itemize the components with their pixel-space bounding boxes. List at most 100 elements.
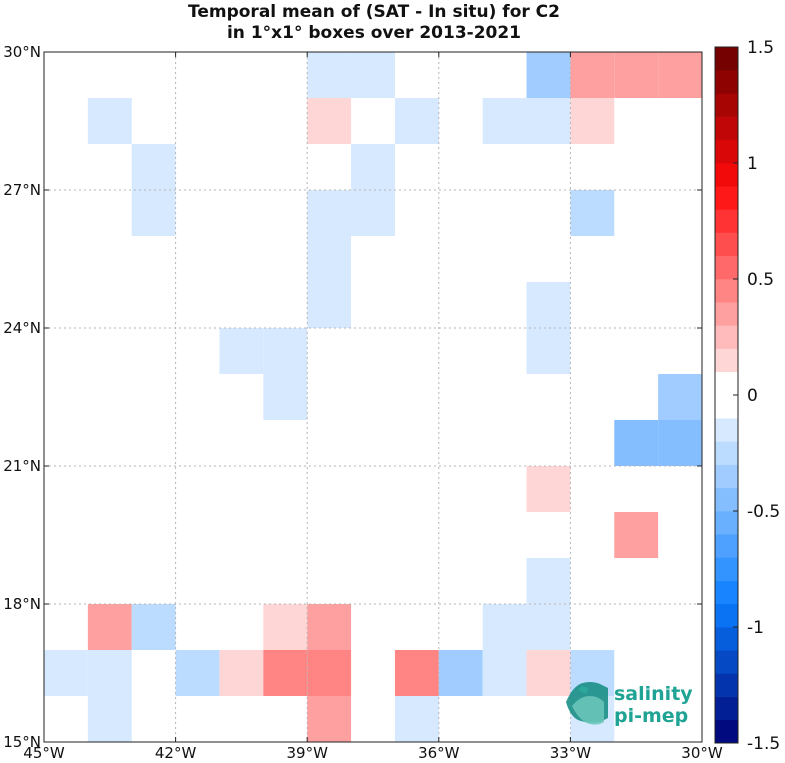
- colorbar-tick-label: 1: [747, 154, 758, 174]
- heatmap-cell: [219, 328, 264, 374]
- colorbar-band: [715, 302, 738, 326]
- y-tick-label: 30°N: [3, 43, 41, 61]
- colorbar-band: [715, 371, 738, 396]
- colorbar-tick-label: -0.5: [747, 502, 780, 522]
- colorbar-band: [715, 232, 738, 257]
- colorbar-band: [715, 673, 738, 697]
- heatmap-cell: [394, 650, 439, 696]
- heatmap-cell: [658, 52, 702, 98]
- colorbar-band: [715, 116, 738, 141]
- heatmap-cell: [438, 650, 483, 696]
- colorbar-band: [715, 534, 738, 558]
- heatmap-cell: [351, 190, 395, 236]
- x-tick-label: 42°W: [155, 744, 197, 762]
- x-tick-label: 45°W: [23, 744, 65, 762]
- heatmap-cell: [526, 282, 571, 328]
- colorbar-band: [715, 557, 738, 581]
- heatmap-cell: [131, 190, 176, 236]
- colorbar-band: [715, 47, 738, 71]
- colorbar-band: [715, 441, 738, 465]
- colorbar-bands: [715, 47, 738, 744]
- colorbar-tick-label: 0: [747, 386, 758, 406]
- colorbar-band: [715, 139, 738, 164]
- x-axis: 45°W 42°W 39°W 36°W 33°W 30°W: [23, 52, 723, 762]
- colorbar-band: [715, 511, 738, 535]
- salinity-pi-mep-logo: salinity pi-mep: [566, 682, 693, 727]
- x-tick-label: 36°W: [418, 744, 460, 762]
- colorbar-band: [715, 163, 738, 187]
- heatmap-cell: [482, 98, 527, 144]
- colorbar-band: [715, 325, 738, 349]
- colorbar-tick-label: 0.5: [747, 270, 774, 290]
- logo-text-salinity: salinity: [614, 683, 693, 705]
- wave-icon: [566, 682, 608, 725]
- heatmap-cell: [526, 604, 571, 650]
- heatmap-cell: [658, 420, 702, 466]
- heatmap-cell: [570, 98, 615, 144]
- colorbar-band: [715, 418, 738, 442]
- chart-title: Temporal mean of (SAT - In situ) for C2: [188, 2, 560, 22]
- heatmap-cell: [482, 650, 527, 696]
- heatmap-cell: [219, 650, 264, 696]
- colorbar-band: [715, 464, 738, 489]
- colorbar-band: [715, 627, 738, 651]
- colorbar-tick-label: -1: [747, 618, 764, 638]
- heatmap-cell: [351, 52, 395, 98]
- x-tick-label: 39°W: [286, 744, 328, 762]
- heatmap-cell: [307, 696, 352, 742]
- chart-subtitle: in 1°x1° boxes over 2013-2021: [227, 23, 521, 43]
- y-tick-label: 24°N: [3, 319, 41, 337]
- heatmap-cell: [394, 696, 439, 742]
- colorbar-band: [715, 603, 738, 628]
- heatmap-cell: [526, 52, 571, 98]
- heatmap-cell: [482, 604, 527, 650]
- heatmap-cell: [658, 374, 702, 420]
- y-axis: 15°N 18°N 21°N 24°N 27°N 30°N: [3, 43, 702, 751]
- heatmap-cell: [526, 98, 571, 144]
- heatmap-cell: [87, 696, 132, 742]
- colorbar: 1.5 1 0.5 0 -0.5 -1 -1.5: [714, 38, 780, 754]
- colorbar-tick-label: 1.5: [747, 38, 774, 58]
- colorbar-band: [715, 209, 738, 233]
- heatmap-cell: [351, 144, 395, 190]
- heatmap-cell: [263, 650, 308, 696]
- colorbar-band: [715, 580, 738, 605]
- x-tick-label: 30°W: [681, 744, 723, 762]
- colorbar-band: [715, 93, 738, 117]
- colorbar-band: [715, 348, 738, 373]
- plot-area: 45°W 42°W 39°W 36°W 33°W 30°W 15°N 18°N 21°N 24°…: [3, 43, 723, 762]
- heatmap-cell: [263, 604, 308, 650]
- heatmap-cell: [87, 98, 132, 144]
- heatmap-cell: [526, 328, 571, 374]
- heatmap-cell: [87, 650, 132, 696]
- colorbar-band: [715, 70, 738, 94]
- colorbar-band: [715, 395, 738, 419]
- heatmap-cell: [526, 466, 571, 512]
- colorbar-band: [715, 186, 738, 210]
- colorbar-band: [715, 696, 738, 721]
- heatmap-cell: [307, 236, 352, 282]
- colorbar-tick-label: -1.5: [747, 734, 780, 754]
- heatmap-cell: [614, 512, 659, 558]
- heatmap-cell: [263, 328, 308, 374]
- x-tick-label: 33°W: [550, 744, 592, 762]
- heatmap-cell: [614, 52, 659, 98]
- heatmap-cell: [131, 604, 176, 650]
- plot-frame: [43, 51, 703, 743]
- logo-text-pimep: pi-mep: [614, 705, 688, 727]
- y-tick-label: 21°N: [3, 457, 41, 475]
- heatmap-cell: [526, 558, 571, 604]
- heatmap-cell: [307, 282, 352, 328]
- heatmap-cell: [87, 604, 132, 650]
- heatmap-cell: [307, 190, 352, 236]
- heatmap-cell: [175, 650, 220, 696]
- heatmap-cell: [526, 650, 571, 696]
- colorbar-band: [715, 487, 738, 512]
- heatmap-cells: [44, 52, 702, 742]
- heatmap-cell: [394, 98, 439, 144]
- heatmap-cell: [614, 420, 659, 466]
- heatmap-cell: [307, 52, 352, 98]
- heatmap-cell: [570, 190, 615, 236]
- heatmap-cell: [307, 650, 352, 696]
